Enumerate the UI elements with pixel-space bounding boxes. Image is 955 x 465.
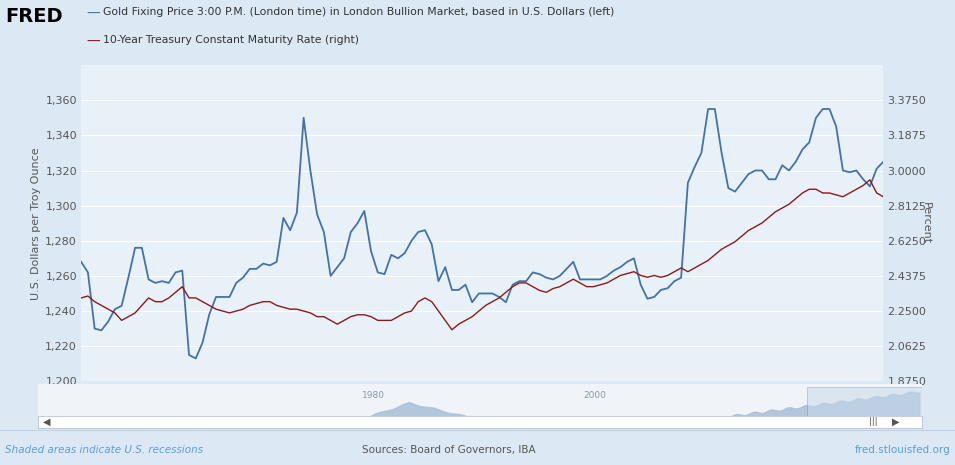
Bar — [807, 387, 922, 425]
Text: —: — — [86, 35, 99, 49]
Text: Gold Fixing Price 3:00 P.M. (London time) in London Bullion Market, based in U.S: Gold Fixing Price 3:00 P.M. (London time… — [103, 7, 614, 17]
Bar — [38, 429, 922, 445]
Text: —: — — [86, 7, 99, 21]
Text: 1980: 1980 — [362, 391, 386, 400]
Y-axis label: Percent: Percent — [921, 202, 931, 244]
Text: 10-Year Treasury Constant Maturity Rate (right): 10-Year Treasury Constant Maturity Rate … — [103, 35, 359, 45]
Text: ▶: ▶ — [892, 417, 900, 427]
Text: ◀: ◀ — [43, 417, 50, 427]
Text: |||: ||| — [869, 418, 878, 426]
Text: Shaded areas indicate U.S. recessions: Shaded areas indicate U.S. recessions — [5, 445, 202, 455]
Text: FRED: FRED — [5, 7, 62, 26]
Text: Sources: Board of Governors, IBA: Sources: Board of Governors, IBA — [362, 445, 536, 455]
Y-axis label: U.S. Dollars per Troy Ounce: U.S. Dollars per Troy Ounce — [32, 147, 41, 299]
Text: 2000: 2000 — [584, 391, 606, 400]
Text: fred.stlouisfed.org: fred.stlouisfed.org — [855, 445, 950, 455]
